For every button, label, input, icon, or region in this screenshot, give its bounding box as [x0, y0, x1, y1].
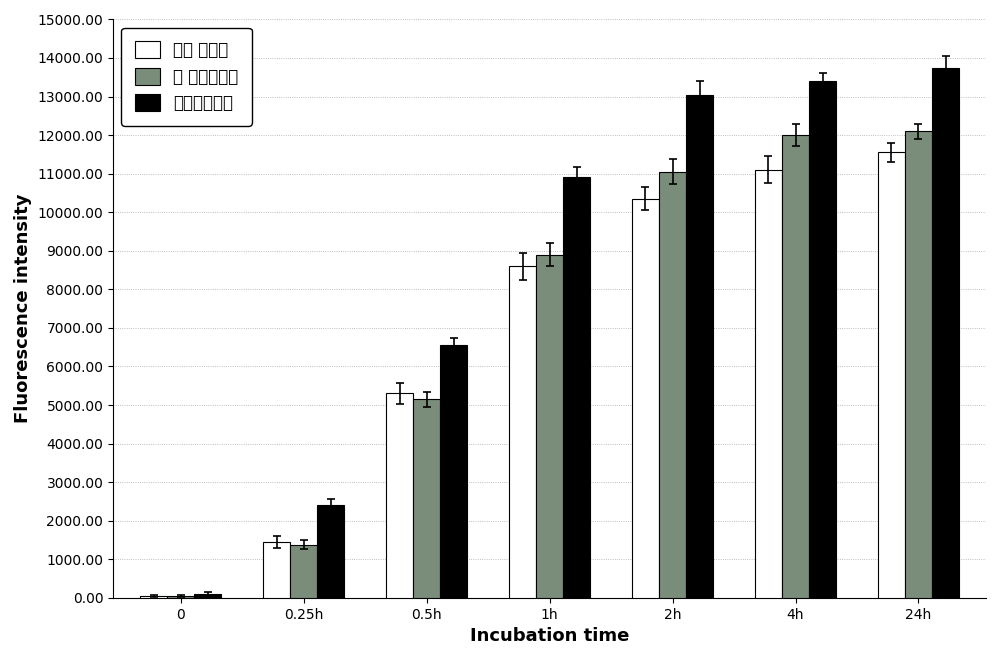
- Bar: [932, 68, 959, 598]
- Bar: [140, 596, 167, 598]
- Bar: [167, 596, 194, 598]
- Bar: [263, 542, 290, 598]
- Bar: [755, 170, 782, 598]
- Bar: [536, 254, 563, 598]
- Bar: [809, 81, 836, 598]
- X-axis label: Incubation time: Incubation time: [470, 627, 629, 645]
- Bar: [905, 131, 932, 598]
- Bar: [509, 266, 536, 598]
- Bar: [632, 199, 659, 598]
- Bar: [440, 345, 467, 598]
- Bar: [386, 393, 413, 598]
- Bar: [317, 505, 344, 598]
- Bar: [686, 95, 713, 598]
- Bar: [878, 152, 905, 598]
- Bar: [563, 177, 590, 598]
- Legend: 光滑 馒表面, 纳 米管馒表面, 复合涂层表面: 光滑 馒表面, 纳 米管馒表面, 复合涂层表面: [121, 28, 252, 126]
- Bar: [194, 594, 221, 598]
- Bar: [782, 135, 809, 598]
- Bar: [290, 544, 317, 598]
- Bar: [413, 399, 440, 598]
- Bar: [659, 172, 686, 598]
- Y-axis label: Fluorescence intensity: Fluorescence intensity: [14, 194, 32, 423]
